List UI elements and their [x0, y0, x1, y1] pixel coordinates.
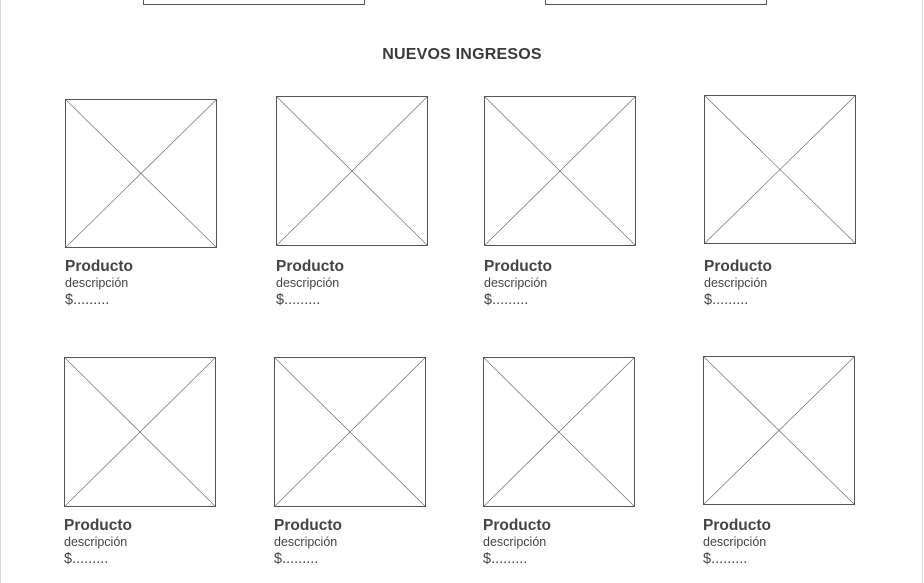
product-name[interactable]: Producto	[703, 517, 772, 534]
product-card[interactable]: Producto descripción $.........	[484, 96, 644, 310]
product-card[interactable]: Producto descripción $.........	[703, 356, 863, 569]
product-price: $.........	[484, 292, 529, 308]
page-frame-right	[922, 0, 923, 583]
product-price: $.........	[703, 551, 748, 567]
product-name[interactable]: Producto	[276, 258, 345, 275]
image-placeholder-icon[interactable]	[65, 99, 217, 248]
product-price: $.........	[276, 292, 321, 308]
product-name[interactable]: Producto	[64, 517, 133, 534]
product-price: $.........	[274, 551, 319, 567]
section-title: NUEVOS INGRESOS	[382, 46, 542, 63]
product-description: descripción	[65, 276, 129, 290]
page-frame-left	[0, 0, 1, 583]
image-placeholder-icon[interactable]	[703, 356, 855, 505]
product-price: $.........	[704, 292, 749, 308]
product-price: $.........	[65, 292, 110, 308]
image-placeholder-icon[interactable]	[64, 357, 216, 507]
product-description: descripción	[276, 276, 340, 290]
product-price: $.........	[64, 551, 109, 567]
product-card[interactable]: Producto descripción $.........	[483, 357, 643, 569]
product-name[interactable]: Producto	[704, 258, 773, 275]
product-name[interactable]: Producto	[274, 517, 343, 534]
product-description: descripción	[703, 535, 767, 549]
image-placeholder-icon[interactable]	[276, 96, 428, 246]
product-price: $.........	[483, 551, 528, 567]
product-card[interactable]: Producto descripción $.........	[276, 96, 436, 310]
product-description: descripción	[64, 535, 128, 549]
top-banner-placeholder-right[interactable]	[545, 0, 767, 5]
image-placeholder-icon[interactable]	[484, 96, 636, 246]
image-placeholder-icon[interactable]	[274, 357, 426, 507]
product-description: descripción	[274, 535, 338, 549]
product-card[interactable]: Producto descripción $.........	[704, 95, 864, 310]
product-card[interactable]: Producto descripción $.........	[65, 99, 225, 310]
product-name[interactable]: Producto	[483, 517, 552, 534]
image-placeholder-icon[interactable]	[483, 357, 635, 507]
product-name[interactable]: Producto	[65, 258, 134, 275]
product-name[interactable]: Producto	[484, 258, 553, 275]
top-banner-placeholder-left[interactable]	[143, 0, 365, 5]
product-card[interactable]: Producto descripción $.........	[274, 357, 434, 569]
product-description: descripción	[704, 276, 768, 290]
product-description: descripción	[484, 276, 548, 290]
product-card[interactable]: Producto descripción $.........	[64, 357, 224, 569]
image-placeholder-icon[interactable]	[704, 95, 856, 244]
product-description: descripción	[483, 535, 547, 549]
